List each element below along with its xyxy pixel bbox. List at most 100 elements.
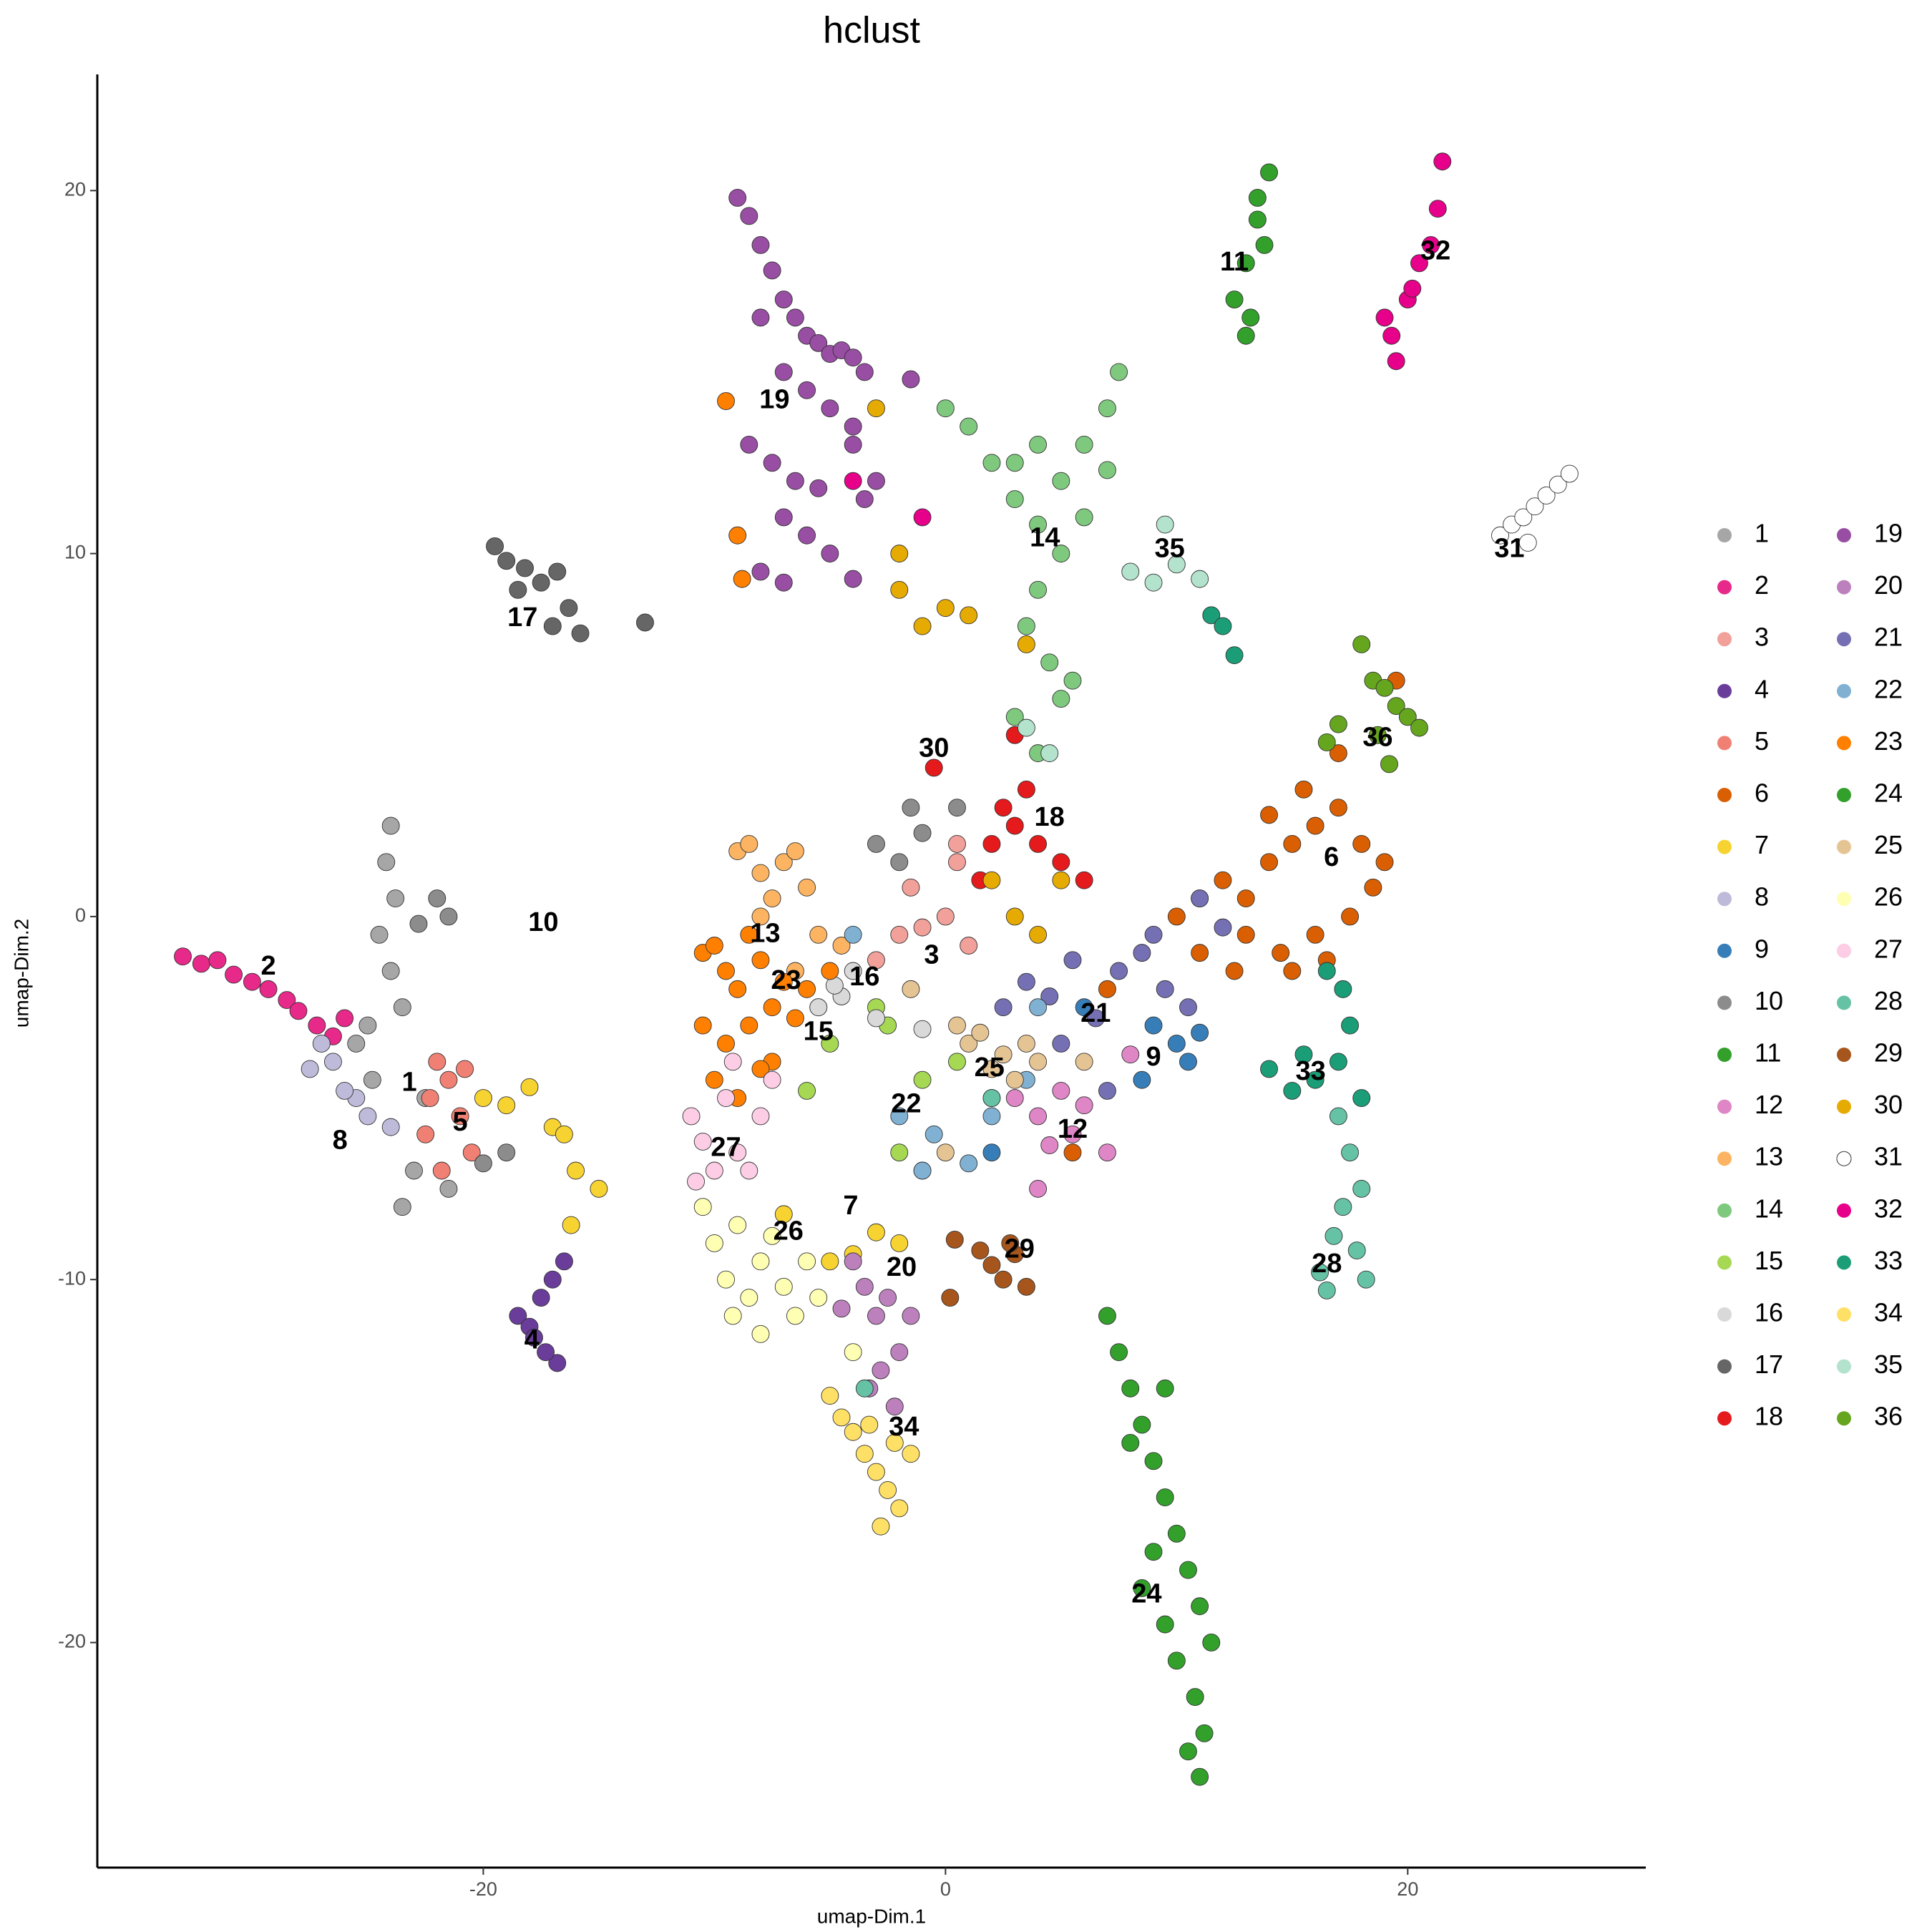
cluster-label: 3: [924, 940, 939, 970]
point: [913, 1070, 932, 1089]
cluster-label: 4: [525, 1324, 540, 1355]
cluster-label: 26: [774, 1216, 804, 1246]
point: [1017, 1035, 1035, 1053]
legend-marker: [1837, 1411, 1851, 1426]
cluster-label: 15: [804, 1016, 834, 1046]
point: [774, 508, 793, 527]
point: [960, 1035, 978, 1053]
point: [717, 1270, 735, 1289]
point: [474, 1089, 492, 1108]
cluster-label: 27: [711, 1133, 741, 1163]
point: [308, 1016, 326, 1035]
point: [1121, 1434, 1140, 1452]
point: [809, 479, 828, 497]
point: [1017, 780, 1035, 799]
point: [774, 573, 793, 592]
point: [798, 526, 816, 545]
point: [867, 1307, 885, 1325]
point: [994, 998, 1013, 1017]
point: [1357, 1270, 1375, 1289]
point: [1352, 1179, 1371, 1198]
point: [323, 1053, 342, 1071]
point: [705, 1161, 723, 1180]
point: [855, 1379, 874, 1397]
point: [936, 907, 955, 926]
point: [432, 1161, 451, 1180]
point: [867, 1223, 885, 1241]
point: [982, 1089, 1001, 1108]
point: [687, 1172, 705, 1191]
point: [1324, 1226, 1343, 1245]
point: [1202, 1634, 1221, 1652]
point: [740, 435, 758, 454]
legend-marker: [1837, 788, 1851, 802]
point: [798, 980, 816, 998]
point: [1040, 744, 1059, 763]
point: [1179, 998, 1197, 1017]
point: [1317, 733, 1336, 751]
point: [913, 1161, 932, 1180]
point: [982, 1256, 1001, 1274]
point: [1518, 533, 1537, 552]
point: [1167, 1652, 1186, 1670]
point: [1075, 1053, 1093, 1071]
point: [971, 1241, 990, 1260]
point: [1202, 606, 1221, 625]
point: [1029, 580, 1047, 599]
legend-marker: [1837, 580, 1851, 595]
point: [774, 363, 793, 381]
point: [1191, 1767, 1209, 1786]
point: [902, 799, 920, 817]
point: [1156, 1615, 1174, 1634]
cluster-label: 21: [1080, 998, 1111, 1028]
point: [1329, 744, 1347, 763]
point: [821, 545, 839, 563]
point: [682, 1107, 701, 1126]
point: [751, 951, 770, 970]
point: [1329, 715, 1347, 733]
legend-marker: [1837, 736, 1851, 751]
cluster-label: 14: [1030, 522, 1060, 552]
point: [982, 1143, 1001, 1162]
point: [872, 1517, 890, 1536]
legend-label: 13: [1755, 1142, 1783, 1171]
legend-marker: [1837, 1203, 1851, 1218]
point: [1133, 1070, 1151, 1089]
point: [960, 1154, 978, 1173]
y-axis-title: umap-Dim.2: [10, 919, 32, 1028]
point: [1005, 1089, 1024, 1108]
legend-marker: [1717, 1255, 1732, 1270]
point: [1040, 653, 1059, 672]
point: [844, 925, 862, 944]
legend-label: 6: [1755, 779, 1769, 808]
point: [1191, 889, 1209, 907]
point: [525, 1328, 543, 1347]
point: [1063, 1125, 1082, 1143]
point: [1001, 1234, 1020, 1252]
legend-label: 26: [1874, 882, 1903, 912]
point: [1075, 435, 1093, 454]
point: [723, 1307, 742, 1325]
point: [902, 878, 920, 897]
legend-label: 24: [1874, 779, 1903, 808]
point: [358, 1107, 377, 1126]
point: [867, 1463, 885, 1481]
point: [1017, 1277, 1035, 1296]
point: [1156, 1379, 1174, 1397]
point: [516, 559, 534, 577]
point: [1375, 678, 1394, 697]
cluster-label: 1: [401, 1067, 416, 1097]
cluster-label: 20: [887, 1252, 917, 1282]
point: [1260, 806, 1278, 824]
point: [1422, 235, 1440, 254]
x-tick-label: 20: [1397, 1878, 1418, 1900]
point: [1236, 254, 1255, 273]
point: [717, 392, 735, 411]
legend-label: 22: [1874, 674, 1903, 703]
legend-marker: [1837, 995, 1851, 1010]
point: [941, 1289, 960, 1307]
y-tick-label: 10: [64, 542, 86, 563]
point: [439, 907, 458, 926]
point: [879, 1480, 897, 1499]
legend-marker: [1837, 892, 1851, 907]
